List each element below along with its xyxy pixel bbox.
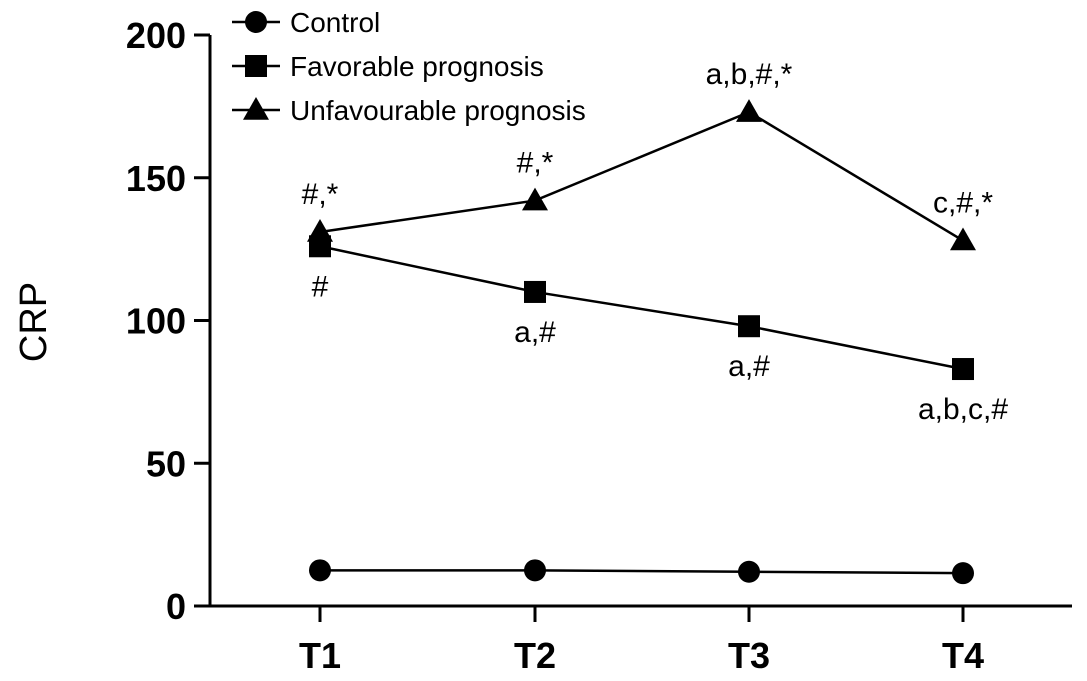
annotation-favorable-prognosis-t3: a,# — [728, 350, 770, 383]
data-point-unfavourable-prognosis-t3 — [736, 99, 762, 122]
legend-marker-unfavourable-prognosis — [243, 97, 269, 120]
y-tick-label-100: 100 — [126, 301, 186, 342]
annotation-layer: # a,# a,# a,b,c,# #,* #,* a,b,#,* c,#,* — [302, 58, 1009, 426]
annotation-favorable-prognosis-t4: a,b,c,# — [918, 393, 1008, 426]
annotation-unfavourable-prognosis-t4: c,#,* — [933, 187, 993, 220]
legend-item-unfavourable-prognosis: Unfavourable prognosis — [232, 95, 586, 126]
data-point-favorable-prognosis-t2 — [524, 280, 546, 303]
x-tick-label-t1: T1 — [299, 635, 341, 676]
y-tick-label-0: 0 — [166, 586, 186, 627]
y-axis-title: CRP — [13, 282, 55, 362]
legend-label-favorable-prognosis: Favorable prognosis — [290, 51, 544, 82]
x-tick-label-t4: T4 — [942, 635, 984, 676]
annotation-unfavourable-prognosis-t2: #,* — [517, 147, 554, 180]
y-tick-label-150: 150 — [126, 158, 186, 199]
y-tick-label-200: 200 — [126, 15, 186, 56]
data-point-favorable-prognosis-t3 — [738, 315, 760, 338]
series-line-control — [320, 569, 964, 575]
legend-label-control: Control — [290, 7, 380, 38]
legend-item-control: Control — [232, 7, 380, 38]
legend-item-favorable-prognosis: Favorable prognosis — [232, 51, 544, 82]
data-point-unfavourable-prognosis-t2 — [522, 187, 548, 211]
x-tick-label-t3: T3 — [728, 635, 770, 676]
legend: Control Favorable prognosis Unfavourable p… — [232, 7, 586, 126]
series-control — [309, 559, 974, 585]
annotation-unfavourable-prognosis-t3: a,b,#,* — [706, 58, 793, 91]
series-favorable-prognosis — [309, 235, 974, 381]
data-point-unfavourable-prognosis-t1 — [307, 218, 333, 242]
x-tick-label-t2: T2 — [514, 635, 556, 676]
series-line-favorable-prognosis — [319, 245, 964, 371]
series-line-unfavourable-prognosis — [319, 110, 964, 242]
data-point-unfavourable-prognosis-t4 — [950, 227, 976, 251]
series-layer — [307, 99, 976, 585]
data-point-control-t2 — [524, 559, 546, 582]
x-ticks: T1 T2 T3 T4 — [299, 606, 984, 676]
data-point-control-t1 — [309, 559, 331, 582]
annotation-favorable-prognosis-t2: a,# — [514, 316, 556, 349]
y-ticks: 0 50 100 150 200 — [126, 15, 210, 627]
data-point-control-t4 — [952, 562, 974, 585]
legend-marker-control — [245, 11, 267, 33]
data-point-favorable-prognosis-t4 — [952, 358, 974, 381]
data-point-control-t3 — [738, 560, 760, 583]
legend-marker-favorable-prognosis — [245, 55, 267, 77]
series-unfavourable-prognosis — [307, 99, 976, 251]
axes: 0 50 100 150 200 T1 T2 T3 T4 CRP — [13, 15, 1072, 676]
legend-label-unfavourable-prognosis: Unfavourable prognosis — [290, 95, 586, 126]
annotation-unfavourable-prognosis-t1: #,* — [302, 178, 339, 211]
y-tick-label-50: 50 — [146, 443, 186, 484]
annotation-favorable-prognosis-t1: # — [312, 270, 329, 303]
